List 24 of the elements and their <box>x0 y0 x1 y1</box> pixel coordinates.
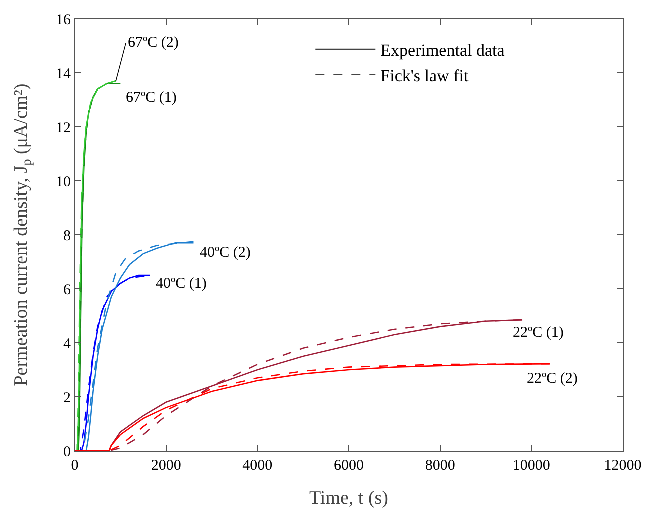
legend-label: Fick's law fit <box>380 66 469 86</box>
y-tick-label: 12 <box>56 120 71 136</box>
series-label: 22ºC (1) <box>513 325 564 341</box>
x-tick-label: 2000 <box>151 458 182 474</box>
y-tick-label: 2 <box>64 390 71 406</box>
text: 67ºC (2) <box>128 35 179 51</box>
series-label: 40ºC (2) <box>200 245 251 261</box>
y-tick-label: 14 <box>56 66 72 82</box>
x-axis-title: Time, t (s) <box>309 488 389 509</box>
y-tick-label: 6 <box>64 282 72 298</box>
y-tick-label: 8 <box>64 228 71 244</box>
y-tick-label: 16 <box>56 12 72 28</box>
x-tick-label: 4000 <box>242 458 273 474</box>
x-tick-label: 10000 <box>512 458 550 474</box>
x-tick-label: 12000 <box>604 458 642 474</box>
legend-label: Experimental data <box>380 41 506 60</box>
y-tick-label: 10 <box>56 174 71 190</box>
x-tick-label: 6000 <box>334 458 364 474</box>
series-label: 67ºC (1) <box>126 90 177 106</box>
series-label: 40ºC (1) <box>156 276 207 292</box>
series-label: 22ºC (2) <box>527 371 578 387</box>
x-tick-label: 8000 <box>425 458 456 474</box>
y-tick-label: 0 <box>64 444 71 460</box>
y-tick-label: 4 <box>64 336 72 352</box>
